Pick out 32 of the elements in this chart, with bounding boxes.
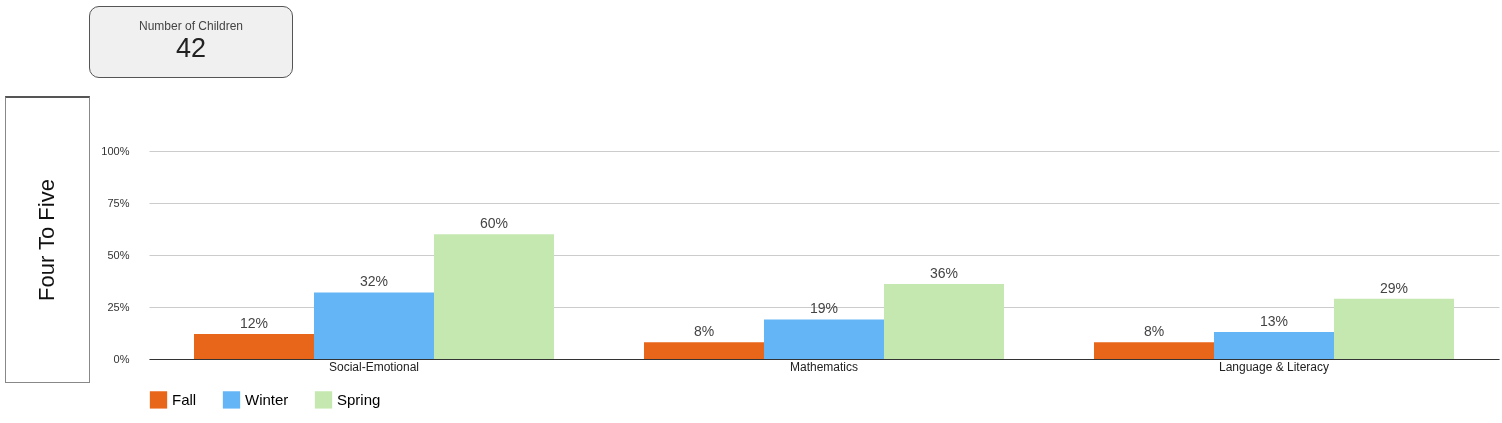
- y-axis-title: Four To Five: [34, 179, 60, 301]
- bar: [314, 292, 434, 359]
- bar: [884, 284, 1004, 359]
- y-tick-label: 100%: [101, 144, 130, 157]
- text: Number of Children: [137, 19, 244, 33]
- bar: [644, 342, 764, 359]
- data-label: 8%: [1143, 323, 1165, 340]
- bar: [1334, 298, 1454, 359]
- bar: [764, 319, 884, 359]
- x-tick-label: Language & Literacy: [1218, 359, 1330, 374]
- y-tick-label: 25%: [107, 300, 130, 313]
- y-tick-label: 75%: [107, 196, 130, 209]
- data-label: 32%: [359, 273, 389, 290]
- bar: [194, 334, 314, 359]
- data-label: 19%: [809, 300, 839, 317]
- bar: [1214, 331, 1334, 359]
- y-tick-label: 50%: [107, 248, 130, 261]
- x-tick-label: Social-Emotional: [328, 359, 420, 374]
- data-label: 12%: [239, 315, 269, 332]
- bar: [434, 234, 554, 359]
- y-tick-label: 0%: [113, 352, 130, 365]
- legend-label: Spring: [337, 390, 381, 408]
- text: 42: [174, 33, 207, 64]
- data-label: 60%: [479, 215, 509, 232]
- bar: [1094, 342, 1214, 359]
- data-label: 29%: [1379, 279, 1409, 296]
- data-label: 36%: [929, 265, 959, 282]
- legend-label: Winter: [245, 390, 289, 408]
- data-label: 13%: [1259, 312, 1289, 329]
- x-tick-label: Mathematics: [789, 359, 859, 374]
- data-label: 8%: [693, 323, 715, 340]
- legend-label: Fall: [172, 390, 197, 408]
